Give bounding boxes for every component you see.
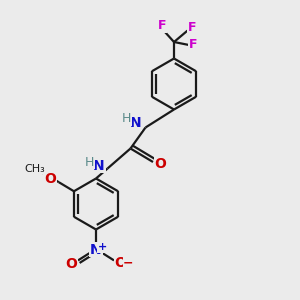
Text: H: H — [122, 112, 132, 125]
Text: F: F — [188, 21, 196, 34]
Text: O: O — [154, 158, 166, 171]
Text: N: N — [90, 243, 102, 256]
Text: F: F — [158, 19, 166, 32]
Text: −: − — [123, 256, 134, 269]
Text: O: O — [44, 172, 56, 186]
Text: N: N — [130, 116, 142, 130]
Text: +: + — [98, 242, 107, 252]
Text: H: H — [85, 155, 94, 169]
Text: O: O — [65, 257, 77, 271]
Text: F: F — [189, 38, 197, 52]
Text: O: O — [115, 256, 127, 270]
Text: CH₃: CH₃ — [25, 164, 45, 174]
Text: N: N — [93, 159, 105, 172]
